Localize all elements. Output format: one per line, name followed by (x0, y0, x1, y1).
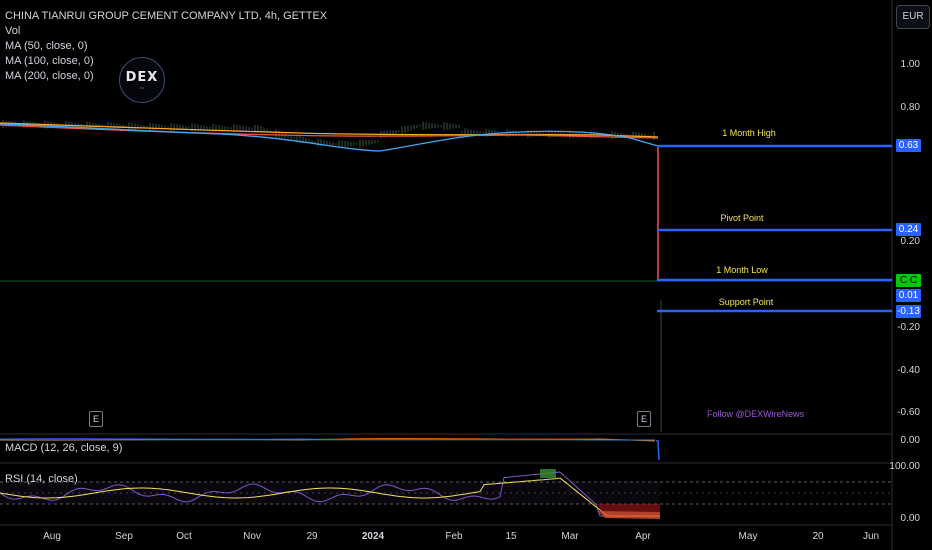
logo-text: DEX (125, 69, 159, 85)
macd-pane (0, 438, 660, 461)
macd-axis-label: 0.00 (900, 435, 920, 446)
time-axis-label: 20 (812, 531, 824, 542)
time-axis-label: Sep (115, 531, 133, 542)
price-axis-label: 0.80 (900, 102, 920, 113)
time-axis-label: 29 (306, 531, 318, 542)
last-price-tag[interactable]: C C (896, 274, 921, 287)
ma-50-line (0, 123, 659, 152)
macd-title[interactable]: MACD (12, 26, close, 9) (5, 442, 123, 454)
earnings-marker[interactable]: E (89, 411, 103, 427)
price-axis-label: 0.20 (900, 236, 920, 247)
price-axis-label: -0.20 (897, 322, 920, 333)
level-label-pivot: Pivot Point (720, 213, 764, 223)
level-tag-month-low[interactable]: 0.01 (896, 289, 921, 302)
indicator-vol[interactable]: Vol (5, 25, 21, 37)
indicator-ma-50[interactable]: MA (50, close, 0) (5, 40, 88, 52)
ma-100-line (0, 124, 659, 139)
level-label-support: Support Point (718, 297, 774, 307)
time-axis-label: Apr (635, 531, 651, 542)
price-axis-label: -0.60 (897, 407, 920, 418)
dex-logo-icon: DEX ••• (119, 57, 165, 103)
time-axis-label: May (738, 531, 758, 542)
level-label-month-low: 1 Month Low (716, 265, 768, 275)
indicator-ma-100[interactable]: MA (100, close, 0) (5, 55, 94, 67)
rsi-pane (0, 469, 892, 519)
symbol-title[interactable]: CHINA TIANRUI GROUP CEMENT COMPANY LTD, … (5, 10, 328, 22)
time-axis-label: Oct (176, 531, 192, 542)
currency-button[interactable]: EUR (896, 5, 930, 29)
level-label-month-high: 1 Month High (722, 128, 776, 138)
watermark-text: Follow @DEXWireNews (707, 409, 805, 419)
time-axis-label: 2024 (361, 531, 385, 542)
time-axis-label: Mar (561, 531, 579, 542)
earnings-marker[interactable]: E (637, 411, 651, 427)
rsi-axis-label: 0.00 (900, 513, 920, 524)
time-axis-label: Feb (445, 531, 463, 542)
rsi-title[interactable]: RSI (14, close) (5, 473, 78, 485)
price-series (0, 120, 662, 432)
time-axis-label: Jun (862, 531, 880, 542)
time-axis-label: 15 (505, 531, 517, 542)
time-axis-label: Nov (243, 531, 261, 542)
level-tag-support[interactable]: -0.13 (896, 305, 921, 318)
level-tag-month-high[interactable]: 0.63 (896, 139, 921, 152)
price-axis-label: -0.40 (897, 365, 920, 376)
time-axis-label: Aug (43, 531, 61, 542)
price-axis-label: 1.00 (900, 59, 920, 70)
level-lines (657, 144, 892, 313)
rsi-axis-label: 100.00 (889, 461, 920, 472)
level-tag-pivot[interactable]: 0.24 (896, 223, 921, 236)
indicator-ma-200[interactable]: MA (200, close, 0) (5, 70, 94, 82)
